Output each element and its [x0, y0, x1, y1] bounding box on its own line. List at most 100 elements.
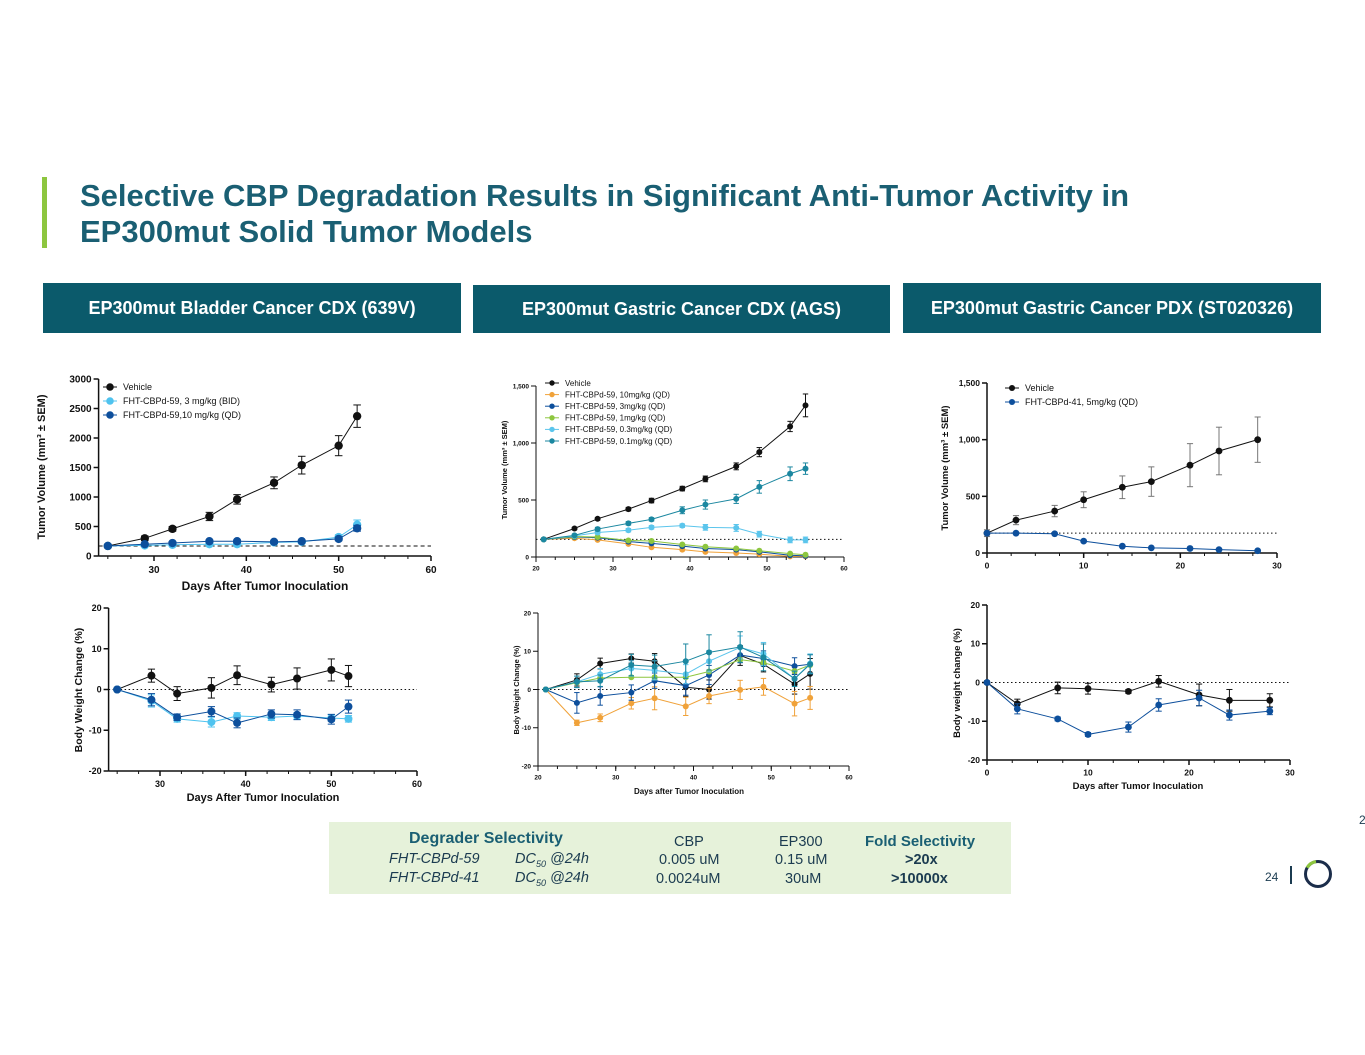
data-point — [737, 644, 744, 651]
y-tick-label: -20 — [89, 766, 102, 776]
y-tick-label: 1,000 — [959, 435, 981, 445]
data-point — [628, 689, 635, 696]
legend-marker — [106, 383, 114, 391]
data-point — [293, 674, 302, 683]
data-point — [1080, 537, 1088, 545]
data-point — [173, 713, 182, 722]
series-fht-cbpd-59-0-1mg-kg-qd- — [540, 462, 809, 543]
data-point — [787, 470, 794, 477]
data-point — [1226, 711, 1233, 719]
series-fht-cbpd-41-5mg-kg-qd- — [983, 529, 1262, 555]
y-tick-label: 500 — [966, 491, 980, 501]
y-tick-label: 20 — [971, 600, 981, 610]
x-tick-label: 50 — [333, 565, 345, 576]
data-point — [113, 685, 122, 694]
data-point — [1054, 715, 1062, 723]
data-point — [706, 693, 713, 700]
data-point — [648, 524, 655, 531]
data-point — [597, 660, 604, 667]
chart-5: 20 30 40 50 60 -20 -10 0 10 20 Days after Tumor In… — [512, 610, 853, 796]
x-tick-label: 10 — [1079, 561, 1089, 571]
y-tick-label: 0 — [975, 548, 980, 558]
x-tick-label: 60 — [425, 565, 437, 576]
metric-sub: 50 — [535, 877, 546, 888]
y-axis-label: Tumor Volume (mm³ ± SEM) — [500, 420, 509, 519]
x-tick-label: 50 — [768, 775, 776, 782]
y-tick-label: 1,500 — [513, 383, 530, 390]
data-point — [1051, 507, 1059, 515]
data-point — [733, 463, 740, 470]
data-point — [648, 516, 655, 523]
y-tick-label: 500 — [518, 497, 529, 504]
data-point — [573, 678, 580, 685]
legend-marker — [549, 415, 555, 421]
x-tick-label: 40 — [690, 775, 698, 782]
x-tick-label: 30 — [609, 566, 617, 573]
x-tick-label: 40 — [241, 565, 253, 576]
data-point — [983, 529, 991, 537]
data-point — [791, 663, 798, 670]
y-tick-label: 1,500 — [959, 378, 981, 388]
chart-3: 0 10 20 30 0 500 1,000 1,500 Tumor Volume (mm³ ±… — [940, 378, 1282, 571]
data-point — [571, 532, 578, 539]
footer-divider — [1290, 866, 1292, 884]
data-point — [173, 689, 182, 698]
y-tick-label: 0 — [97, 685, 102, 695]
panel-header-bladder-cdx: EP300mut Bladder Cancer CDX (639V) — [43, 283, 461, 333]
data-point — [232, 495, 242, 504]
slide-title: Selective CBP Degradation Results in Sig… — [80, 178, 1130, 249]
x-tick-label: 60 — [412, 779, 422, 789]
compound-name: FHT-CBPd-41 — [389, 870, 480, 886]
data-point — [648, 538, 655, 545]
x-tick-label: 30 — [148, 565, 160, 576]
y-tick-label: 0 — [527, 687, 531, 694]
x-tick-label: 60 — [845, 775, 853, 782]
data-point — [207, 718, 216, 727]
data-point — [344, 702, 353, 711]
x-axis-label: Days after Tumor Inoculation — [634, 787, 744, 796]
data-point — [207, 707, 216, 716]
data-point — [594, 534, 601, 541]
dc50-label: DC50 @24h — [515, 870, 589, 888]
series-fht-cbpd-41-5mg-kg-qd- — [983, 679, 1274, 738]
metric-time: @24h — [550, 851, 589, 867]
col-cbp: CBP — [674, 834, 704, 850]
series-fht-cbpd-59-0-1mg-kg-qd- — [542, 631, 814, 693]
data-point — [679, 522, 686, 529]
chart-4: 30 40 50 60 -20 -10 0 10 20 Days After Tumor Inoc… — [73, 603, 422, 804]
data-point — [334, 534, 343, 544]
metric-sub: 50 — [535, 858, 546, 869]
legend-label: Vehicle — [123, 382, 152, 392]
series-line — [545, 686, 811, 724]
data-point — [597, 677, 604, 684]
data-point — [702, 475, 709, 482]
fold-value: >20x — [905, 852, 938, 868]
data-point — [542, 686, 549, 693]
data-point — [147, 671, 156, 680]
data-point — [1254, 436, 1262, 444]
legend-marker — [549, 426, 555, 433]
data-point — [140, 534, 149, 543]
data-point — [648, 497, 655, 504]
data-point — [1051, 530, 1059, 538]
series-vehicle — [113, 658, 353, 702]
x-tick-label: 0 — [985, 561, 990, 571]
data-point — [1084, 685, 1092, 693]
data-point — [147, 695, 156, 704]
data-point — [103, 541, 113, 551]
y-tick-label: 0 — [525, 554, 529, 561]
x-tick-label: 30 — [1285, 768, 1295, 778]
data-point — [760, 654, 767, 661]
data-point — [1195, 694, 1203, 702]
series-line — [543, 468, 806, 540]
data-point — [737, 686, 744, 693]
y-axis-label: Body Weight Change (%) — [73, 628, 85, 753]
y-tick-label: 3000 — [69, 375, 92, 386]
series-fht-cbpd-59-10mg-kg-qd- — [540, 535, 809, 560]
x-tick-label: 10 — [1083, 768, 1093, 778]
x-tick-label: 60 — [840, 566, 848, 573]
data-point — [625, 506, 632, 513]
title-accent-bar — [42, 177, 47, 248]
metric: DC — [515, 870, 536, 886]
